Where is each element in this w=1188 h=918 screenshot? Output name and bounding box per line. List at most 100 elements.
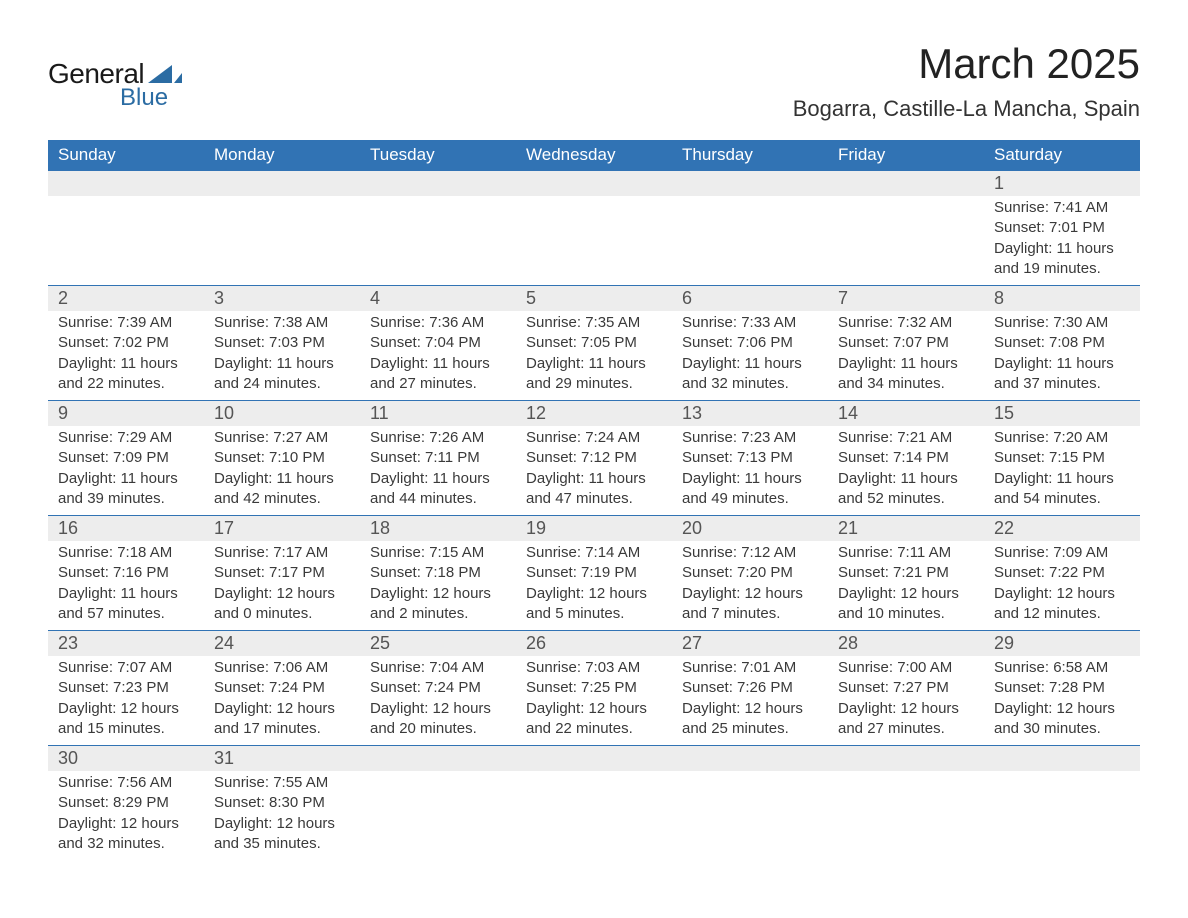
calendar-day-number-cell: 24 (204, 631, 360, 657)
calendar-day-number-cell (672, 746, 828, 772)
calendar-day-number-cell: 13 (672, 401, 828, 427)
calendar-day-number-cell: 2 (48, 286, 204, 312)
calendar-day-detail-cell (984, 771, 1140, 860)
calendar-day-number-cell (828, 171, 984, 197)
calendar-detail-row: Sunrise: 7:39 AMSunset: 7:02 PMDaylight:… (48, 311, 1140, 401)
calendar-day-detail-cell (828, 771, 984, 860)
day-number: 24 (204, 631, 360, 656)
calendar-daynum-row: 1 (48, 171, 1140, 197)
sunrise-line: Sunrise: 7:15 AM (370, 543, 506, 563)
calendar-day-detail-cell: Sunrise: 7:00 AMSunset: 7:27 PMDaylight:… (828, 656, 984, 746)
sunrise-line: Sunrise: 7:12 AM (682, 543, 818, 563)
calendar-detail-row: Sunrise: 7:07 AMSunset: 7:23 PMDaylight:… (48, 656, 1140, 746)
calendar-day-detail-cell: Sunrise: 7:07 AMSunset: 7:23 PMDaylight:… (48, 656, 204, 746)
calendar-day-detail-cell: Sunrise: 7:56 AMSunset: 8:29 PMDaylight:… (48, 771, 204, 860)
calendar-day-number-cell (828, 746, 984, 772)
calendar-day-number-cell: 16 (48, 516, 204, 542)
daylight-line: Daylight: 12 hours and 25 minutes. (682, 699, 818, 740)
calendar-day-detail-cell (360, 771, 516, 860)
calendar-detail-row: Sunrise: 7:41 AMSunset: 7:01 PMDaylight:… (48, 196, 1140, 286)
calendar-day-detail-cell: Sunrise: 7:30 AMSunset: 7:08 PMDaylight:… (984, 311, 1140, 401)
calendar-day-number-cell: 29 (984, 631, 1140, 657)
sunset-line: Sunset: 7:06 PM (682, 333, 818, 353)
sunset-line: Sunset: 7:10 PM (214, 448, 350, 468)
calendar-day-detail-cell (672, 771, 828, 860)
daylight-line: Daylight: 12 hours and 20 minutes. (370, 699, 506, 740)
calendar-day-number-cell: 5 (516, 286, 672, 312)
calendar-day-detail-cell: Sunrise: 7:39 AMSunset: 7:02 PMDaylight:… (48, 311, 204, 401)
calendar-day-detail-cell (204, 196, 360, 286)
sunset-line: Sunset: 7:12 PM (526, 448, 662, 468)
calendar-day-detail-cell: Sunrise: 7:23 AMSunset: 7:13 PMDaylight:… (672, 426, 828, 516)
calendar-day-detail-cell (672, 196, 828, 286)
day-number: 1 (984, 171, 1140, 196)
calendar-day-detail-cell: Sunrise: 7:11 AMSunset: 7:21 PMDaylight:… (828, 541, 984, 631)
daylight-line: Daylight: 12 hours and 35 minutes. (214, 814, 350, 855)
daylight-line: Daylight: 11 hours and 44 minutes. (370, 469, 506, 510)
calendar-day-detail-cell: Sunrise: 7:29 AMSunset: 7:09 PMDaylight:… (48, 426, 204, 516)
day-number: 15 (984, 401, 1140, 426)
calendar-day-number-cell: 28 (828, 631, 984, 657)
daylight-line: Daylight: 11 hours and 32 minutes. (682, 354, 818, 395)
daylight-line: Daylight: 12 hours and 32 minutes. (58, 814, 194, 855)
sunrise-line: Sunrise: 7:21 AM (838, 428, 974, 448)
sunrise-line: Sunrise: 7:07 AM (58, 658, 194, 678)
sunrise-line: Sunrise: 7:04 AM (370, 658, 506, 678)
sunrise-line: Sunrise: 7:29 AM (58, 428, 194, 448)
sunset-line: Sunset: 7:19 PM (526, 563, 662, 583)
sunrise-line: Sunrise: 7:14 AM (526, 543, 662, 563)
sunset-line: Sunset: 7:20 PM (682, 563, 818, 583)
calendar-detail-row: Sunrise: 7:18 AMSunset: 7:16 PMDaylight:… (48, 541, 1140, 631)
sunset-line: Sunset: 7:25 PM (526, 678, 662, 698)
calendar-day-detail-cell: Sunrise: 7:24 AMSunset: 7:12 PMDaylight:… (516, 426, 672, 516)
daylight-line: Daylight: 12 hours and 7 minutes. (682, 584, 818, 625)
calendar-daynum-row: 16171819202122 (48, 516, 1140, 542)
daylight-line: Daylight: 11 hours and 57 minutes. (58, 584, 194, 625)
calendar-day-detail-cell: Sunrise: 6:58 AMSunset: 7:28 PMDaylight:… (984, 656, 1140, 746)
weekday-header: Wednesday (516, 140, 672, 171)
calendar-day-number-cell: 26 (516, 631, 672, 657)
day-number: 19 (516, 516, 672, 541)
sunset-line: Sunset: 7:05 PM (526, 333, 662, 353)
calendar-day-detail-cell: Sunrise: 7:18 AMSunset: 7:16 PMDaylight:… (48, 541, 204, 631)
logo-word-blue: Blue (120, 84, 168, 112)
calendar-day-number-cell (360, 746, 516, 772)
sunset-line: Sunset: 7:26 PM (682, 678, 818, 698)
calendar-day-number-cell (984, 746, 1140, 772)
sunrise-line: Sunrise: 7:41 AM (994, 198, 1130, 218)
calendar-day-number-cell: 21 (828, 516, 984, 542)
calendar-day-number-cell: 19 (516, 516, 672, 542)
day-number: 12 (516, 401, 672, 426)
title-block: March 2025 Bogarra, Castille-La Mancha, … (793, 40, 1140, 122)
calendar-day-detail-cell (828, 196, 984, 286)
daylight-line: Daylight: 11 hours and 34 minutes. (838, 354, 974, 395)
calendar-day-number-cell: 20 (672, 516, 828, 542)
sunset-line: Sunset: 7:13 PM (682, 448, 818, 468)
sunset-line: Sunset: 7:11 PM (370, 448, 506, 468)
daylight-line: Daylight: 12 hours and 30 minutes. (994, 699, 1130, 740)
calendar-day-detail-cell: Sunrise: 7:32 AMSunset: 7:07 PMDaylight:… (828, 311, 984, 401)
calendar-daynum-row: 23242526272829 (48, 631, 1140, 657)
calendar-table: SundayMondayTuesdayWednesdayThursdayFrid… (48, 140, 1140, 860)
weekday-header: Monday (204, 140, 360, 171)
calendar-day-detail-cell: Sunrise: 7:55 AMSunset: 8:30 PMDaylight:… (204, 771, 360, 860)
day-number: 17 (204, 516, 360, 541)
sunrise-line: Sunrise: 7:39 AM (58, 313, 194, 333)
day-number: 10 (204, 401, 360, 426)
sunrise-line: Sunrise: 7:03 AM (526, 658, 662, 678)
calendar-day-detail-cell: Sunrise: 7:12 AMSunset: 7:20 PMDaylight:… (672, 541, 828, 631)
calendar-day-number-cell (360, 171, 516, 197)
calendar-day-number-cell: 17 (204, 516, 360, 542)
logo: General Blue (48, 40, 182, 112)
calendar-day-detail-cell: Sunrise: 7:01 AMSunset: 7:26 PMDaylight:… (672, 656, 828, 746)
sunset-line: Sunset: 7:15 PM (994, 448, 1130, 468)
sunset-line: Sunset: 7:24 PM (214, 678, 350, 698)
sunrise-line: Sunrise: 7:35 AM (526, 313, 662, 333)
sunrise-line: Sunrise: 7:26 AM (370, 428, 506, 448)
sunset-line: Sunset: 7:16 PM (58, 563, 194, 583)
calendar-day-detail-cell: Sunrise: 7:06 AMSunset: 7:24 PMDaylight:… (204, 656, 360, 746)
weekday-header: Sunday (48, 140, 204, 171)
month-title: March 2025 (793, 40, 1140, 88)
day-number: 22 (984, 516, 1140, 541)
calendar-day-detail-cell: Sunrise: 7:36 AMSunset: 7:04 PMDaylight:… (360, 311, 516, 401)
